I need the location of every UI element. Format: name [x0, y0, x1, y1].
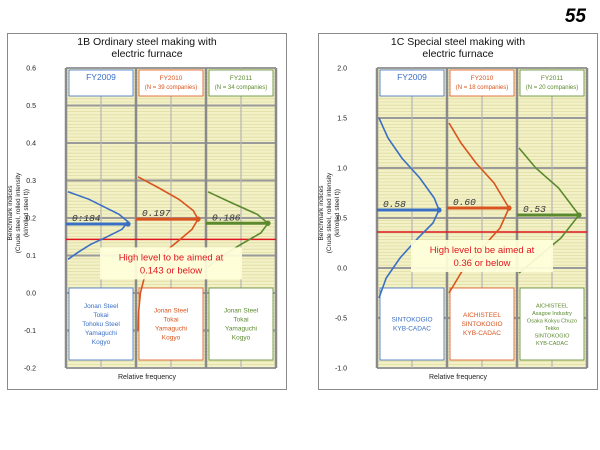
- y-tick-label: 0.5: [337, 216, 347, 223]
- target-annotation-box: [411, 240, 553, 272]
- period-header-box: [519, 69, 585, 97]
- company-name: Yamaguchi: [225, 326, 257, 333]
- y-tick-label: 1.0: [337, 166, 347, 173]
- average-marker: [436, 207, 442, 213]
- chart-panel-ordinary-steel: 1B Ordinary steel making with electric f…: [7, 33, 287, 390]
- y-tick-label: 0.3: [26, 178, 36, 185]
- company-name: Jonan Steel: [84, 303, 119, 310]
- company-list-box: [208, 287, 274, 361]
- company-list-box: [68, 287, 134, 361]
- chart-title: 1B Ordinary steel making with electric f…: [77, 36, 217, 60]
- period-header-box: [208, 69, 274, 97]
- company-name: Tekko: [545, 326, 559, 332]
- company-name: Kogyo: [232, 335, 251, 342]
- average-marker: [195, 216, 201, 222]
- period-sample-size: (N = 39 companies): [145, 85, 198, 91]
- chart-title: 1C Special steel making with electric fu…: [390, 36, 526, 60]
- company-list-box: [138, 287, 204, 361]
- distribution-curve: [67, 191, 130, 260]
- period-header-box: [68, 69, 134, 97]
- y-tick-label: 0.1: [26, 253, 36, 260]
- x-axis-label: Relative frequency: [118, 374, 176, 381]
- y-tick-label: 0.0: [26, 291, 36, 298]
- average-marker: [265, 220, 271, 226]
- average-marker: [506, 205, 512, 211]
- target-annotation: High level to be aimed at: [430, 245, 535, 256]
- y-tick-label: 0.6: [26, 66, 36, 73]
- company-name: Tokai: [233, 317, 248, 324]
- average-value-label: 0.60: [453, 197, 476, 208]
- company-name: SINTOKOGIO: [535, 333, 570, 339]
- target-annotation: 0.143 or below: [140, 265, 202, 276]
- company-name: Yamaguchi: [85, 330, 117, 337]
- y-tick-label: 2.0: [337, 66, 347, 73]
- y-tick-label: 0.2: [26, 216, 36, 223]
- company-name: KYB-CADAC: [393, 326, 431, 333]
- company-name: Jonan Steel: [224, 308, 259, 315]
- period-sample-size: (N = 20 companies): [526, 85, 579, 91]
- y-tick-label: -0.1: [24, 328, 36, 335]
- target-annotation: 0.36 or below: [453, 258, 510, 269]
- company-name: Tohoku Steel: [82, 321, 120, 328]
- company-name: Yamaguchi: [155, 326, 187, 333]
- y-axis-label: Benchmark indices (Crude steel, rolled i…: [7, 172, 30, 254]
- y-tick-label: 0.4: [26, 141, 36, 148]
- company-name: Osaka Kokyu Chuzo: [527, 318, 577, 324]
- chart-plot-area: 0.6 0.5 0.4 0.3 0.2 0.1 0.0 -0.1 -0.2 FY2009 Jonan…: [24, 66, 278, 373]
- chart-panel-special-steel: 1C Special steel making with electric fu…: [318, 33, 598, 390]
- company-list-box: [379, 287, 445, 361]
- chart-plot-area: 2.0 1.5 1.0 0.5 0.0 -0.5 -1.0 FY2009 SINTOKOGIO K…: [335, 66, 589, 373]
- target-annotation: High level to be aimed at: [119, 252, 224, 263]
- y-axis-label: Benchmark indices (Crude steel, rolled i…: [318, 172, 341, 254]
- average-marker: [576, 212, 582, 218]
- company-name: Jonan Steel: [154, 308, 189, 315]
- x-axis-label: Relative frequency: [429, 374, 487, 381]
- y-tick-label: 0.0: [337, 266, 347, 273]
- y-tick-label: -1.0: [335, 366, 347, 373]
- company-name: SINTOKOGIO: [391, 317, 432, 324]
- company-list-box: [449, 287, 515, 361]
- period-label: FY2011: [541, 75, 564, 82]
- company-name: Kogyo: [162, 335, 181, 342]
- average-value-label: 0.186: [212, 212, 241, 223]
- company-name: Tokai: [93, 312, 108, 319]
- target-annotation-box: [100, 247, 242, 280]
- period-header-box: [379, 69, 445, 97]
- company-name: Asagoe Industry: [532, 311, 572, 317]
- period-sample-size: (N = 34 companies): [215, 85, 268, 91]
- company-name: KYB-CADAC: [536, 341, 568, 347]
- company-name: Kogyo: [92, 339, 111, 346]
- average-value-label: 0:184: [72, 213, 101, 224]
- y-tick-label: 1.5: [337, 116, 347, 123]
- period-label: FY2009: [397, 72, 427, 82]
- period-label: FY2010: [160, 75, 183, 82]
- company-list-box: [519, 287, 585, 361]
- period-header-box: [449, 69, 515, 97]
- company-name: AICHISTEEL: [463, 312, 501, 319]
- company-name: KYB-CADAC: [463, 330, 501, 337]
- average-value-label: 0.53: [523, 204, 546, 215]
- average-value-label: 0.58: [383, 199, 406, 210]
- period-header-box: [138, 69, 204, 97]
- period-label: FY2011: [230, 75, 253, 82]
- period-sample-size: (N = 18 companies): [456, 85, 509, 91]
- company-name: AICHISTEEL: [536, 303, 568, 309]
- company-name: SINTOKOGIO: [461, 321, 502, 328]
- average-value-label: 0.197: [142, 208, 171, 219]
- y-tick-label: -0.2: [24, 366, 36, 373]
- y-tick-label: 0.5: [26, 103, 36, 110]
- period-label: FY2009: [86, 72, 116, 82]
- period-label: FY2010: [471, 75, 494, 82]
- company-name: Tokai: [163, 317, 178, 324]
- average-marker: [125, 221, 131, 227]
- y-tick-label: -0.5: [335, 316, 347, 323]
- page-number: 55: [564, 6, 586, 27]
- distribution-curve: [137, 176, 199, 331]
